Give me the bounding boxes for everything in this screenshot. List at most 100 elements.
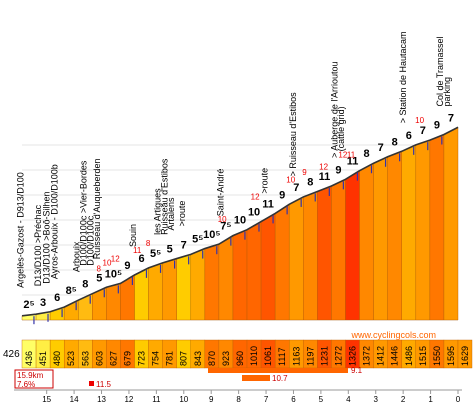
max-gradient-label: 10 bbox=[286, 175, 295, 184]
altitude-value: 523 bbox=[66, 351, 76, 366]
gradient-label: 7 bbox=[420, 125, 426, 137]
profile-segment bbox=[359, 162, 374, 321]
altitude-value: 679 bbox=[122, 351, 132, 366]
place-label: > Auberge de l'Arrioutou bbox=[329, 61, 339, 158]
gradient-label: 8⁵ bbox=[66, 285, 77, 297]
place-label: (cattle grid) bbox=[336, 106, 346, 151]
altitude-value: 807 bbox=[179, 351, 189, 366]
altitude-value: 754 bbox=[151, 351, 161, 366]
place-label: Ayros-Arbouix - D100/D100b bbox=[50, 164, 60, 279]
place-labels: Argelès-Gazost - D913/D100 D13/D100 >Préc… bbox=[15, 31, 451, 287]
altitude-value: 1231 bbox=[319, 346, 329, 366]
gradient-label: 3 bbox=[40, 297, 46, 309]
profile-segment bbox=[401, 144, 417, 321]
max-gradient-label: 10 bbox=[415, 116, 424, 125]
altitude-value: 1061 bbox=[263, 346, 273, 366]
altitude-value: 1163 bbox=[291, 347, 301, 366]
gradient-label: 11 bbox=[262, 198, 274, 210]
gradient-label: 5⁵ bbox=[150, 248, 161, 260]
place-label: Ruisseau d'Auqueberden bbox=[92, 158, 102, 259]
altitude-value: 1197 bbox=[305, 347, 315, 366]
altitude-value: 480 bbox=[52, 351, 62, 366]
legend-average: 7.6% bbox=[17, 380, 35, 389]
x-axis-tick-label: 12 bbox=[124, 395, 133, 404]
altitude-value: 923 bbox=[221, 351, 231, 366]
place-label: > Station de Hautacam bbox=[398, 31, 408, 123]
gradient-label: 5 bbox=[96, 272, 102, 284]
altitude-value: 1446 bbox=[390, 346, 400, 366]
altitude-value: 1515 bbox=[418, 346, 428, 366]
watermark: www.cyclingcols.com bbox=[350, 330, 436, 340]
altitude-value: 723 bbox=[137, 351, 147, 366]
x-axis-tick-label: 13 bbox=[97, 395, 106, 404]
max-gradient-label: 12 bbox=[111, 254, 120, 263]
gradient-label: 8 bbox=[307, 176, 313, 188]
profile-segment bbox=[303, 191, 318, 321]
altitude-value: 563 bbox=[80, 351, 90, 366]
altitude-value: 1326 bbox=[348, 346, 358, 366]
max-gradient-label: 10 bbox=[103, 258, 112, 267]
altitude-value: 1272 bbox=[333, 346, 343, 366]
gradient-label: 9 bbox=[279, 189, 285, 201]
legend-steepest-2km: 10.7 bbox=[272, 374, 288, 383]
max-gradient-label: 8 bbox=[146, 239, 151, 248]
profile-segment bbox=[218, 235, 234, 321]
altitude-value: 1595 bbox=[446, 346, 456, 366]
profile-tick-marks bbox=[33, 136, 443, 325]
altitude-value: 1550 bbox=[432, 346, 442, 366]
gradient-label: 5 bbox=[167, 244, 173, 256]
place-label: >route bbox=[177, 201, 187, 227]
gradient-label: 6 bbox=[54, 292, 60, 304]
max-gradient-label: 11 bbox=[133, 246, 142, 255]
max-gradient-label: 11 bbox=[347, 150, 356, 159]
profile-segment bbox=[204, 243, 220, 321]
gradient-label: 10⁵ bbox=[105, 268, 122, 280]
place-label: Ruisseau d'Estibos bbox=[159, 158, 169, 235]
x-axis-tick-label: 8 bbox=[236, 395, 241, 404]
max-gradient-label: 8 bbox=[97, 265, 102, 274]
profile-segment bbox=[415, 139, 431, 321]
altitude-value: 1486 bbox=[404, 346, 414, 366]
altitude-value: 1372 bbox=[362, 346, 372, 366]
x-axis-tick-label: 0 bbox=[456, 395, 461, 404]
profile-segment bbox=[345, 170, 360, 321]
gradient-label: 8 bbox=[364, 148, 370, 160]
x-axis: 15 14 13 12 11 10 9 8 7 6 5 4 3 2 1 0 bbox=[14, 389, 462, 404]
place-label: Col de Tramassel bbox=[435, 36, 445, 106]
gradient-label: 7 bbox=[181, 239, 187, 251]
legend-bar-steepest-5km bbox=[208, 368, 348, 373]
x-axis-tick-label: 7 bbox=[264, 395, 269, 404]
altitude-value: 781 bbox=[165, 351, 175, 366]
place-label: D13/D100 >Préchac bbox=[33, 204, 43, 286]
place-label: Argelès-Gazost - D913/D100 bbox=[15, 172, 25, 288]
altitude-value: 451 bbox=[38, 351, 48, 366]
altitude-value: 436 bbox=[24, 351, 34, 366]
profile-segment bbox=[190, 248, 206, 321]
profile-segment bbox=[232, 229, 248, 321]
gradient-label: 9 bbox=[124, 260, 130, 272]
altitude-value: 603 bbox=[94, 351, 104, 366]
profile-segment bbox=[331, 179, 346, 321]
profile-segment bbox=[246, 221, 262, 321]
profile-segment bbox=[373, 156, 388, 321]
legend-box bbox=[14, 369, 54, 389]
place-label: >route bbox=[259, 168, 269, 194]
altitude-value: 1117 bbox=[277, 347, 287, 366]
altitude-value: 627 bbox=[108, 351, 118, 366]
gradient-label: 9 bbox=[335, 164, 341, 176]
legend-distance: 15.9km bbox=[17, 371, 44, 380]
altitude-value: 960 bbox=[235, 351, 245, 366]
gradient-label: 6 bbox=[406, 130, 412, 142]
gradient-label: 6 bbox=[138, 253, 144, 265]
altitude-value: 1412 bbox=[376, 346, 386, 366]
place-label: parking bbox=[442, 77, 452, 107]
profile-segment bbox=[387, 150, 402, 321]
gradient-label: 7 bbox=[378, 142, 384, 154]
place-label: Souin bbox=[128, 224, 138, 247]
place-label: Arbouix bbox=[72, 241, 82, 272]
x-axis-tick-label: 6 bbox=[291, 395, 296, 404]
gradient-label: 11 bbox=[347, 156, 359, 168]
gradient-label: 8 bbox=[392, 136, 398, 148]
